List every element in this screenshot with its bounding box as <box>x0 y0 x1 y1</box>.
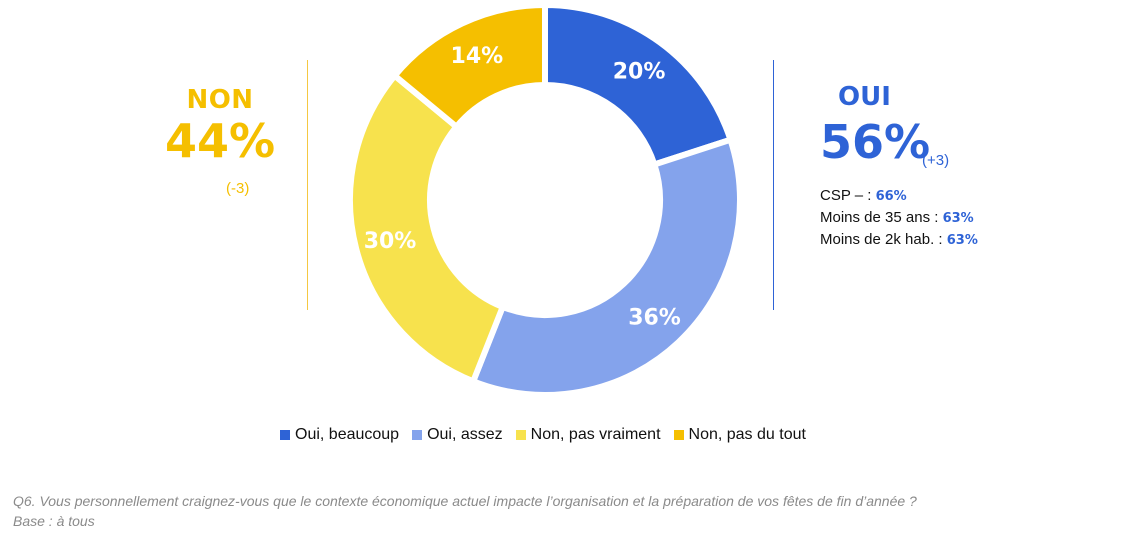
slice-value-label: 14% <box>451 44 504 69</box>
legend-swatch <box>412 430 423 440</box>
chart-legend: Oui, beaucoup Oui, assez Non, pas vraime… <box>280 426 806 444</box>
legend-swatch <box>673 430 684 440</box>
legend-label: Oui, beaucoup <box>295 426 400 443</box>
legend-label: Non, pas vraiment <box>530 426 661 443</box>
detail-label: Moins de 2k hab. : <box>820 231 947 248</box>
slice-value-label: 30% <box>364 229 417 254</box>
legend-item: Oui, assez <box>412 426 503 444</box>
non-title: NON <box>186 85 254 115</box>
detail-label: CSP – : <box>820 187 876 204</box>
non-delta: (-3) <box>226 180 250 197</box>
legend-swatch <box>515 430 526 440</box>
legend-swatch <box>280 430 290 440</box>
left-divider <box>307 60 308 310</box>
detail-row: Moins de 35 ans : 63% <box>820 207 978 229</box>
detail-label: Moins de 35 ans : <box>820 209 943 226</box>
donut-slice-non-pas-du-tout <box>390 1 548 131</box>
donut-slice-non-pas-vraiment <box>347 71 507 386</box>
footnote: Q6. Vous personnellement craignez-vous q… <box>13 491 917 531</box>
detail-value: 63% <box>942 211 974 226</box>
donut-slice-oui-assez <box>469 135 743 398</box>
legend-label: Oui, assez <box>427 426 503 443</box>
donut-chart: 20% 36% 30% 14% <box>347 1 743 398</box>
detail-value: 66% <box>875 189 907 204</box>
detail-value: 63% <box>946 233 978 248</box>
oui-title: OUI <box>838 82 891 112</box>
legend-item: Oui, beaucoup <box>280 426 399 444</box>
legend-label: Non, pas du tout <box>688 426 806 443</box>
legend-item: Non, pas vraiment <box>515 426 661 444</box>
non-value: 44% <box>164 114 276 168</box>
donut-slice-oui-beaucoup <box>542 1 735 169</box>
oui-value: 56% <box>820 115 931 169</box>
detail-row: Moins de 2k hab. : 63% <box>820 229 978 251</box>
detail-row: CSP – : 66% <box>820 185 978 207</box>
legend-item: Non, pas du tout <box>673 426 806 444</box>
oui-delta: (+3) <box>922 152 950 169</box>
oui-details: CSP – : 66% Moins de 35 ans : 63% Moins … <box>820 185 978 251</box>
question-text: Q6. Vous personnellement craignez-vous q… <box>13 493 917 509</box>
slice-value-label: 36% <box>628 306 681 331</box>
right-divider <box>773 60 774 310</box>
slice-value-label: 20% <box>613 60 666 85</box>
non-summary: NON 44% <box>150 85 290 165</box>
base-text: Base : à tous <box>13 513 95 529</box>
